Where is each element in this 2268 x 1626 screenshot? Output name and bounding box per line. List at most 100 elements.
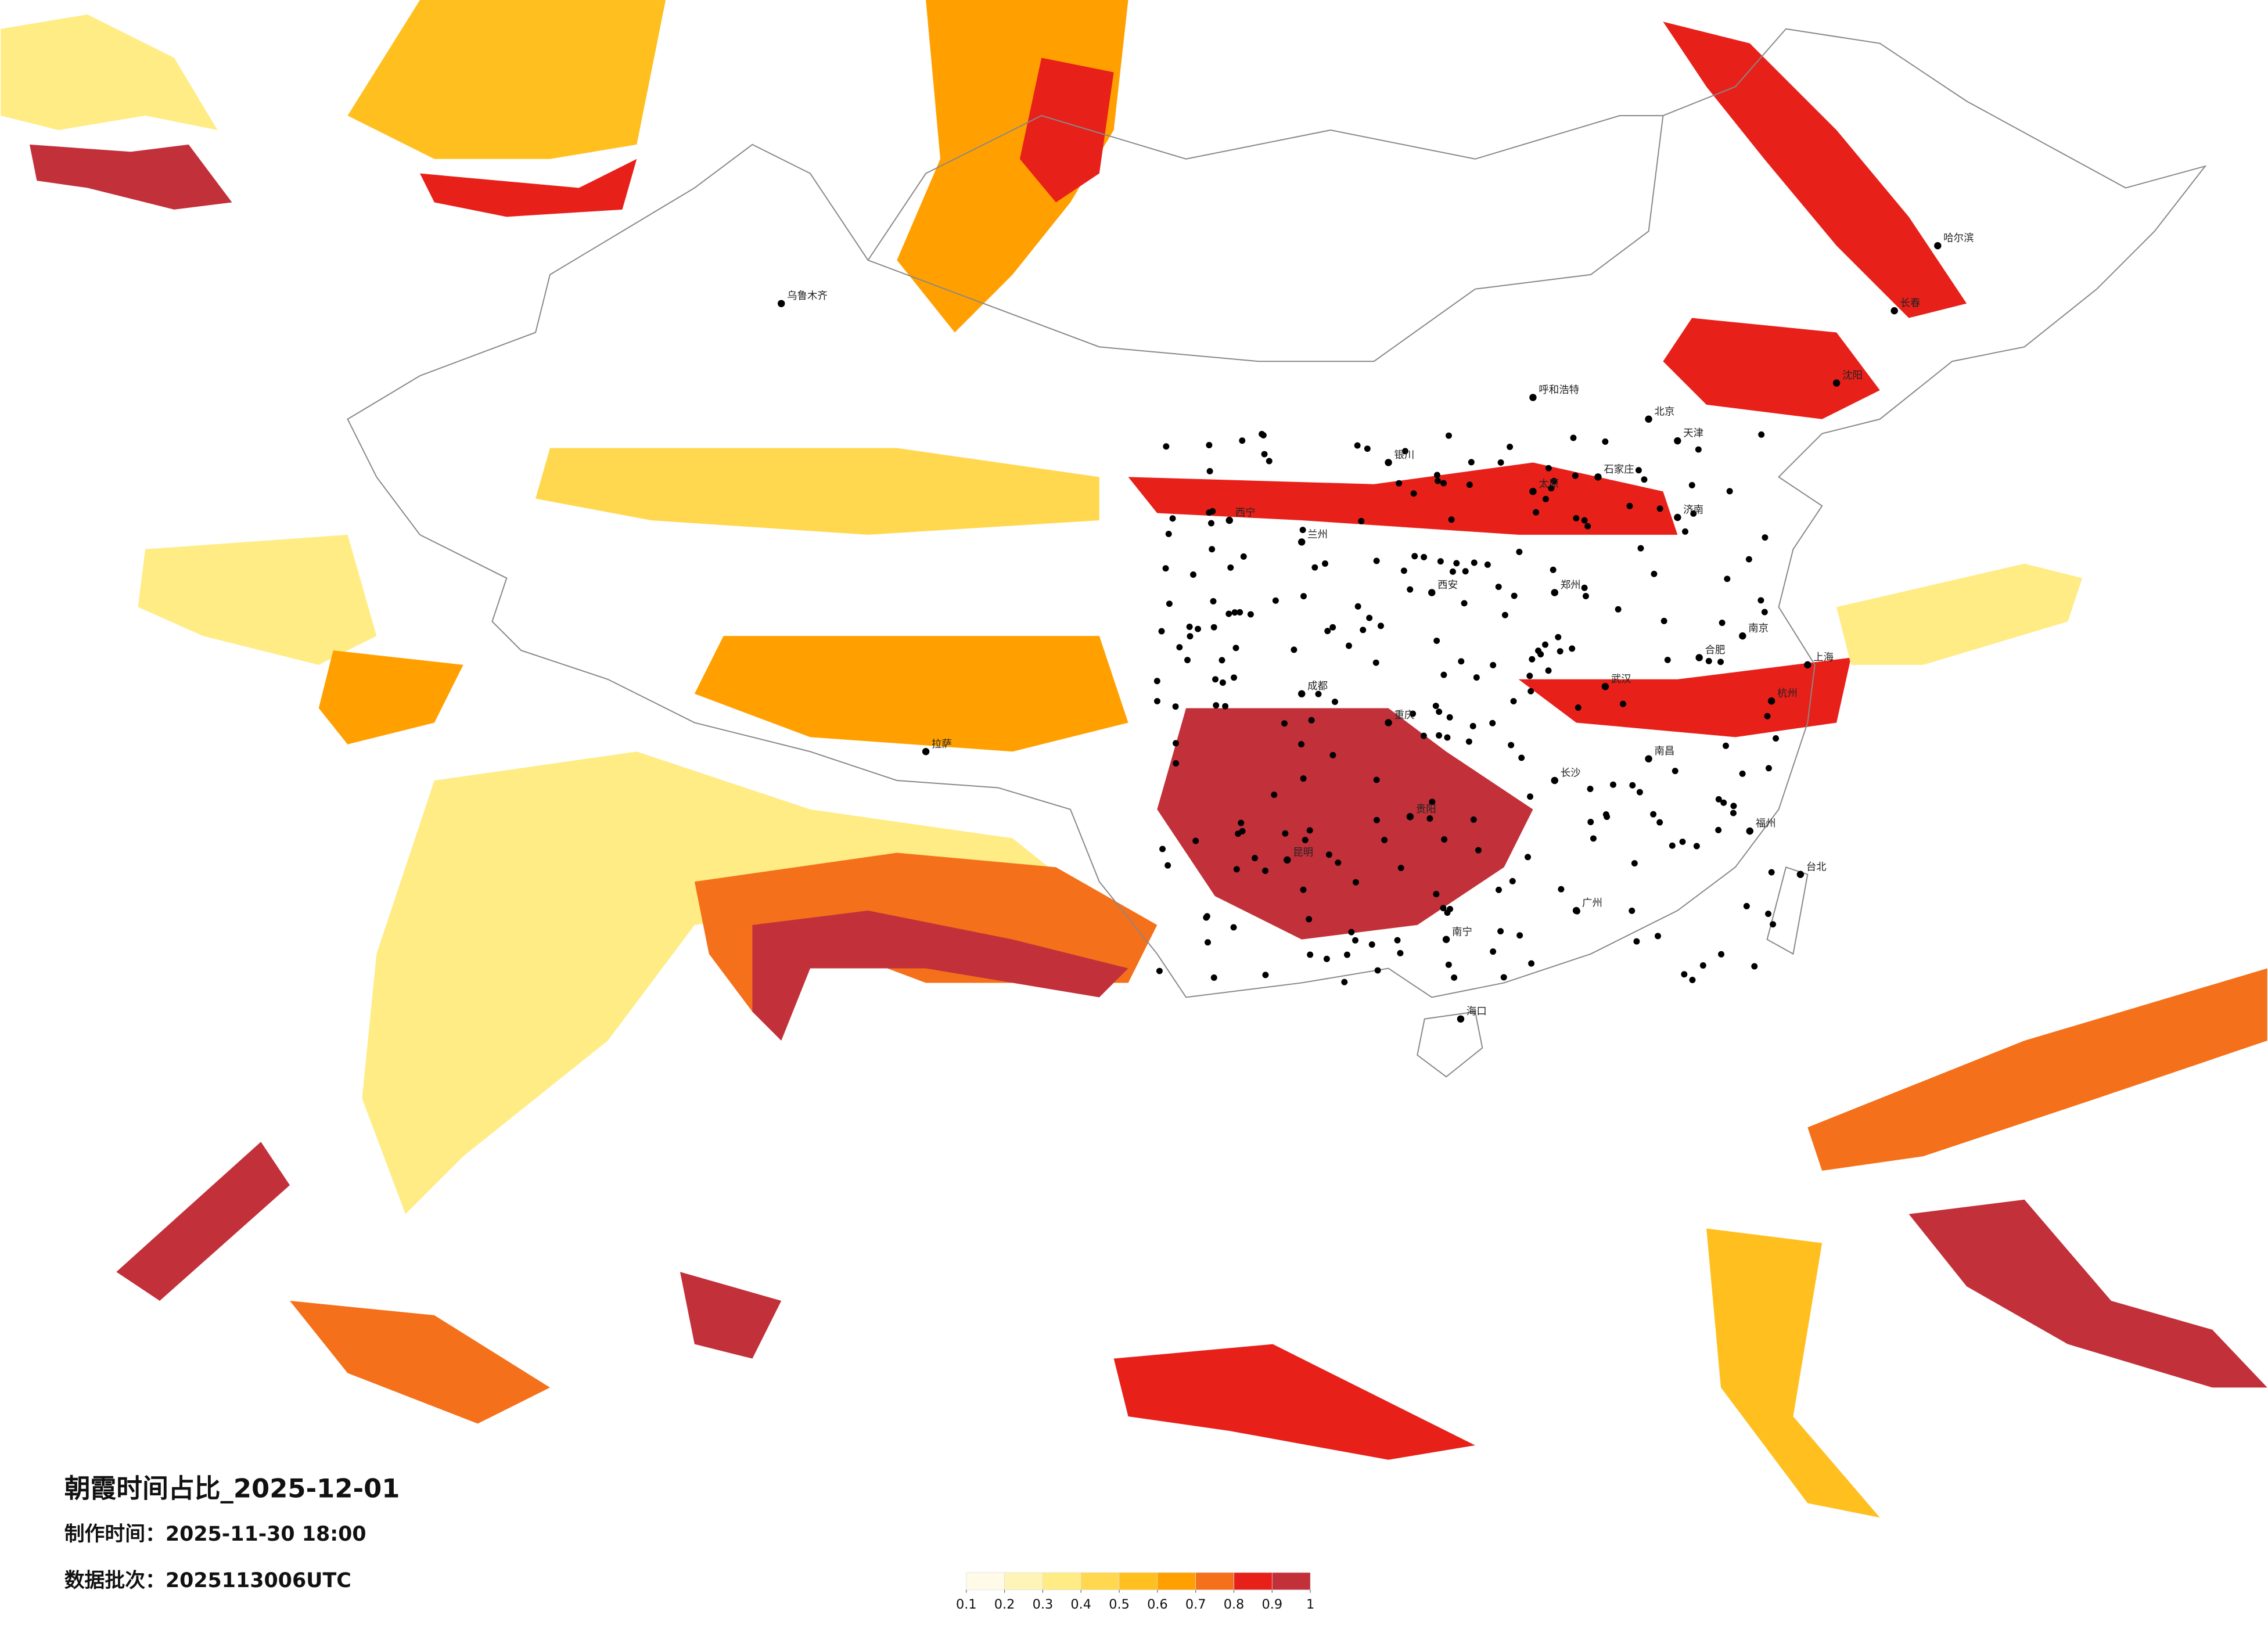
neighbor-border <box>867 115 1663 261</box>
station-dot <box>1650 811 1657 818</box>
station-dot <box>1669 842 1676 849</box>
city-label: 乌鲁木齐 <box>787 290 828 302</box>
city-dot <box>1297 538 1306 546</box>
station-dot <box>1300 886 1307 893</box>
legend-tick-label: 0.5 <box>1109 1597 1130 1612</box>
station-dot <box>1751 963 1758 970</box>
city-label: 武汉 <box>1611 674 1631 685</box>
station-dot <box>1396 480 1403 487</box>
city-label: 沈阳 <box>1842 370 1863 382</box>
station-dot <box>1329 624 1336 631</box>
station-dot <box>1770 921 1777 928</box>
station-dot <box>1247 611 1254 618</box>
island-outline <box>1417 1011 1483 1078</box>
city-label: 长沙 <box>1561 768 1581 779</box>
city-label: 广州 <box>1582 898 1602 909</box>
heat-area <box>1663 318 1880 419</box>
station-dot <box>1446 714 1453 721</box>
station-dot <box>1525 854 1532 861</box>
station-dot <box>1695 446 1702 453</box>
station-dot <box>1397 949 1404 956</box>
station-dot <box>1300 593 1307 600</box>
heat-area <box>535 448 1099 535</box>
station-dot <box>1451 974 1458 981</box>
station-dot <box>1165 530 1172 537</box>
station-dot <box>1437 558 1444 565</box>
station-dot <box>1558 886 1565 893</box>
station-dot <box>1176 644 1183 651</box>
legend-tick-label: 0.1 <box>956 1597 977 1612</box>
station-dot <box>1449 568 1456 575</box>
station-dot <box>1497 928 1504 935</box>
station-dot <box>1212 676 1219 683</box>
station-dot <box>1366 614 1373 621</box>
island-outline <box>1766 866 1809 955</box>
station-dot <box>1433 637 1440 644</box>
made-time: 制作时间：2025-11-30 18:00 <box>64 1523 366 1546</box>
station-dot <box>1555 634 1562 641</box>
station-dot <box>1581 584 1588 591</box>
station-dot <box>1219 657 1225 664</box>
station-dot <box>1260 432 1267 438</box>
legend-swatch <box>1080 1572 1120 1591</box>
station-dot <box>1186 623 1193 630</box>
station-dot <box>1227 564 1234 571</box>
station-dot <box>1435 477 1441 484</box>
station-dot <box>1473 674 1480 681</box>
city-label: 南京 <box>1748 623 1769 635</box>
station-dot <box>1237 609 1243 616</box>
station-dot <box>1651 570 1658 577</box>
heat-area <box>116 1142 290 1301</box>
heat-layer <box>1 0 2267 1518</box>
station-dot <box>1693 843 1700 850</box>
station-dot <box>1162 565 1169 572</box>
station-dot <box>1172 703 1179 710</box>
station-dot <box>1410 710 1417 717</box>
station-dot <box>1433 472 1440 479</box>
station-dot <box>1407 586 1414 593</box>
station-dot <box>1262 868 1269 874</box>
station-dot <box>1239 437 1246 444</box>
station-dot <box>1262 972 1269 979</box>
station-dot <box>1542 495 1549 502</box>
station-dot <box>1682 528 1688 535</box>
city-label: 西宁 <box>1235 508 1256 519</box>
legend-tick-label: 0.3 <box>1033 1597 1054 1612</box>
station-dot <box>1364 445 1371 452</box>
station-dot <box>1332 699 1338 705</box>
station-dot <box>1298 741 1305 748</box>
station-dot <box>1238 819 1245 826</box>
city-dot <box>1529 488 1537 495</box>
station-dot <box>1421 553 1428 560</box>
station-dot <box>1641 476 1648 483</box>
city-dot <box>1457 1015 1465 1023</box>
station-dot <box>1739 770 1746 777</box>
legend-swatch <box>1004 1572 1043 1591</box>
station-dot <box>1461 600 1468 607</box>
station-dot <box>1352 937 1358 944</box>
legend-tick-label: 0.4 <box>1070 1597 1091 1612</box>
station-dot <box>1510 698 1517 704</box>
city-label: 天津 <box>1683 428 1703 440</box>
station-dot <box>1660 617 1667 624</box>
station-dot <box>1527 688 1534 695</box>
station-dot <box>1308 717 1315 724</box>
station-dot <box>1690 510 1697 517</box>
station-dot <box>1466 481 1473 488</box>
city-dot <box>1529 394 1537 401</box>
legend-swatch <box>1195 1572 1234 1591</box>
station-dot <box>1468 459 1475 466</box>
city-label: 南宁 <box>1452 926 1472 938</box>
station-dot <box>1213 702 1220 709</box>
station-dot <box>1679 839 1686 846</box>
station-dot <box>1436 708 1443 715</box>
city-label: 北京 <box>1655 406 1675 418</box>
station-dot <box>1206 509 1213 516</box>
station-dot <box>1448 516 1455 523</box>
station-dot <box>1360 627 1367 634</box>
station-dot <box>1656 505 1663 512</box>
station-dot <box>1453 560 1460 567</box>
city-dot <box>1594 473 1602 481</box>
station-dot <box>1469 722 1476 729</box>
city-dot <box>1890 307 1898 315</box>
